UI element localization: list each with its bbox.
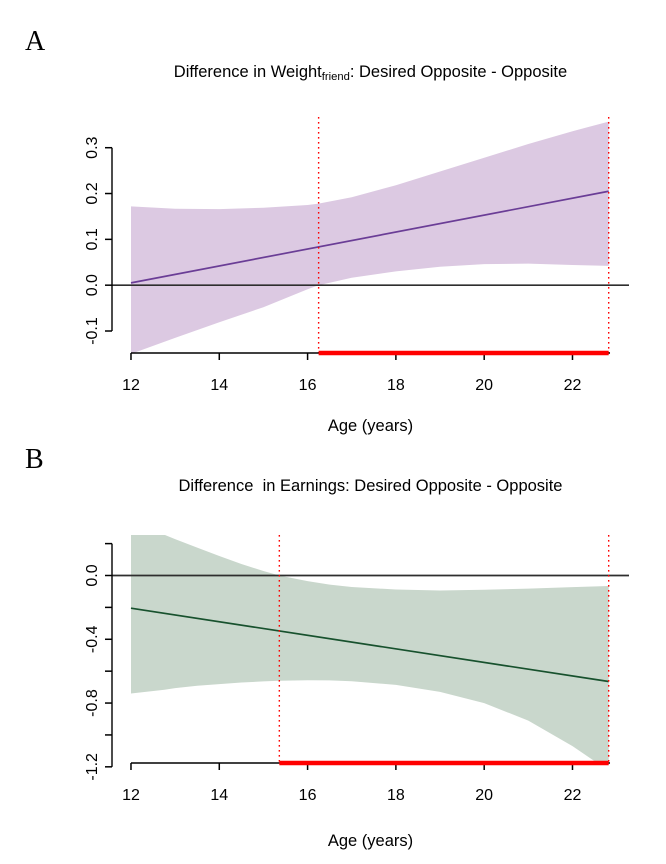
confidence-band: [131, 535, 609, 763]
trend-line: [130, 190, 609, 284]
x-axis-title: Age (years): [328, 832, 413, 850]
x-tick-label: 16: [299, 377, 317, 394]
y-tick-label: -1.2: [84, 753, 101, 781]
x-tick-label: 14: [210, 377, 228, 394]
y-tick-label: 0.0: [84, 564, 101, 586]
y-tick-label: -0.4: [84, 625, 101, 653]
chart-panel-a: 12 14 16 18 20 22 0.3 0.2 0.1 0.0 -0.1 Age (years): [84, 117, 629, 435]
x-tick-label: 12: [122, 377, 140, 394]
chart-panel-b: 12 14 16 18 20 22 0.0 -0.4 -0.8 -1.2 Age (years): [84, 535, 629, 850]
x-axis-title: Age (years): [328, 417, 413, 435]
y-tick-label: 0.0: [84, 274, 101, 296]
x-tick-label: 20: [475, 377, 493, 394]
panel-a-letter: A: [25, 26, 46, 57]
x-tick-label: 18: [387, 377, 405, 394]
panel-a-title-pre: Difference in Weight: [173, 63, 322, 81]
trend-line: [130, 607, 609, 683]
y-tick-label: 0.1: [84, 228, 101, 250]
panel-a-title: Difference in Weightfriend: Desired Oppo…: [112, 62, 629, 87]
y-tick-label: -0.1: [84, 317, 101, 345]
panel-b-letter: B: [25, 444, 44, 475]
panel-a-title-subscript: friend: [321, 71, 350, 84]
panel-b-title-pre: Difference in Earnings: [178, 477, 346, 495]
x-tick-label: 20: [475, 787, 493, 804]
panel-a-title-post: : Desired Opposite - Opposite: [349, 63, 568, 81]
x-tick-label: 16: [299, 787, 317, 804]
y-tick-label: 0.2: [84, 182, 101, 204]
x-tick-label: 18: [387, 787, 405, 804]
y-tick-label: -0.8: [84, 689, 101, 717]
y-tick-label: 0.3: [84, 136, 101, 158]
panel-b-title: Difference in Earnings: Desired Opposite…: [112, 476, 629, 501]
x-tick-label: 22: [564, 787, 582, 804]
x-tick-label: 14: [210, 787, 228, 804]
x-tick-label: 12: [122, 787, 140, 804]
x-tick-label: 22: [564, 377, 582, 394]
panel-b-title-post: : Desired Opposite - Opposite: [345, 477, 563, 495]
